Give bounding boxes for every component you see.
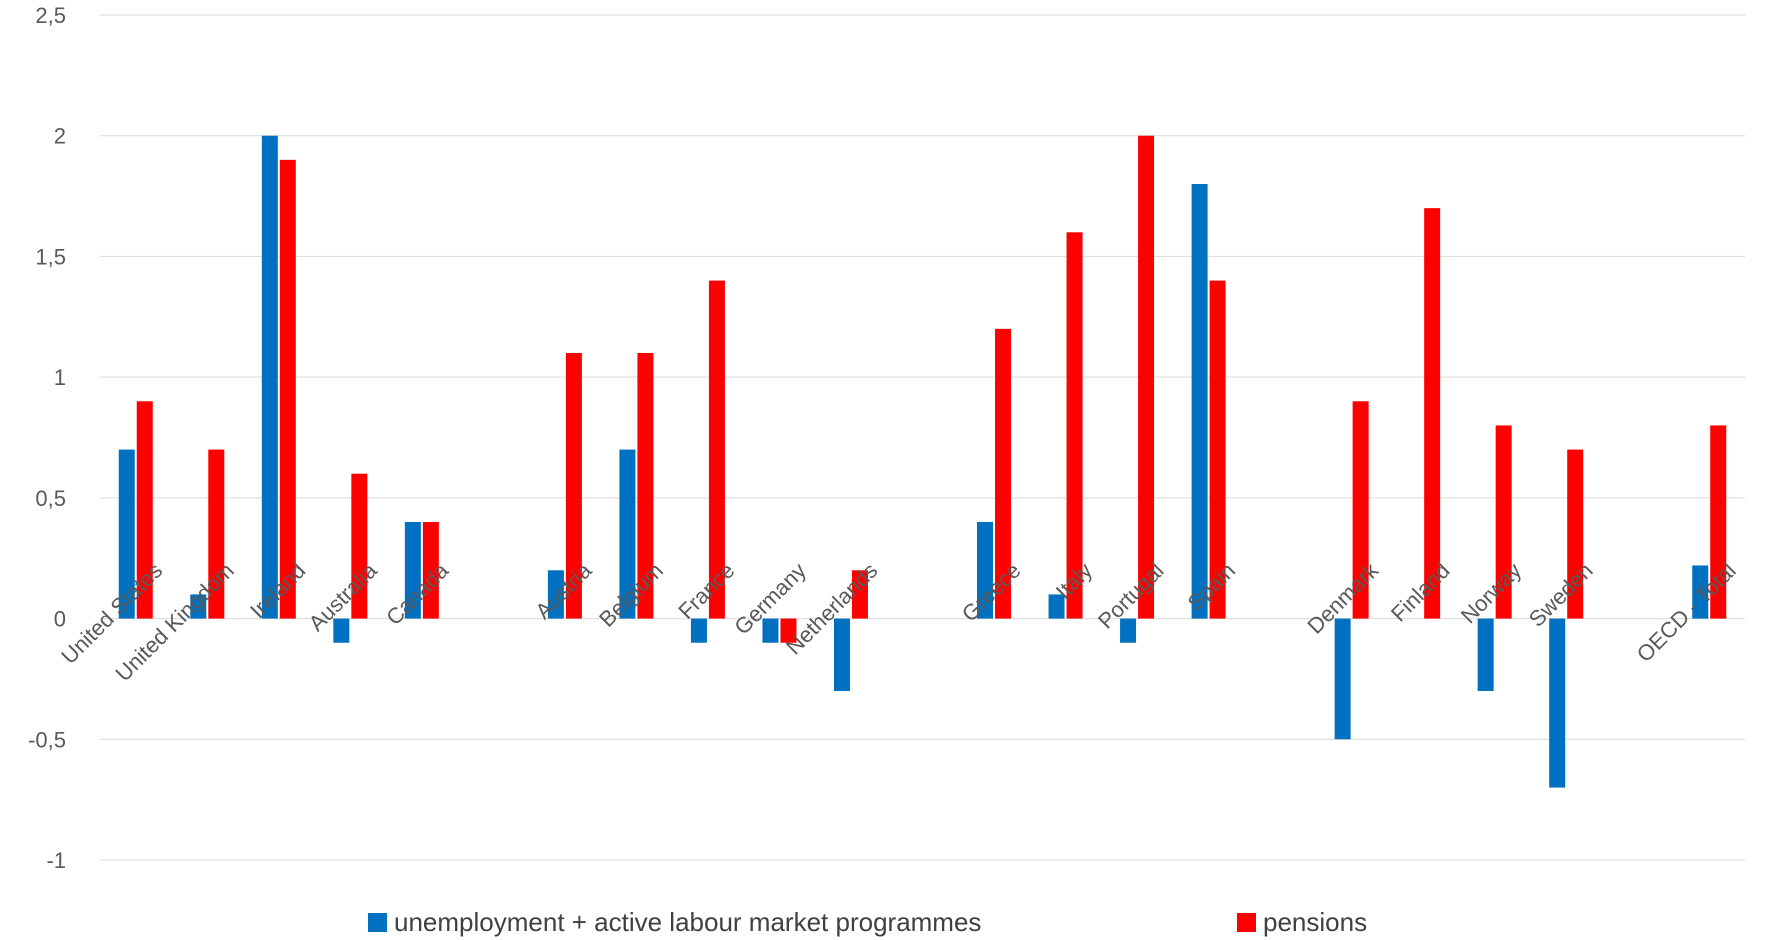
bars <box>118 135 1727 788</box>
bar-pensions <box>1209 280 1226 619</box>
bar-unemployment <box>1549 618 1566 788</box>
bar-pensions <box>1710 425 1727 619</box>
bar-pensions <box>422 522 439 619</box>
bar-pensions <box>995 328 1012 619</box>
bar-unemployment <box>833 618 850 691</box>
legend: unemployment + active labour market prog… <box>368 907 1367 937</box>
legend-swatch-pensions <box>1237 913 1256 932</box>
bar-unemployment <box>547 570 564 619</box>
bar-unemployment <box>190 594 207 619</box>
bar-unemployment <box>690 618 707 643</box>
y-axis-tick-labels: -1 -0,5 0 0,5 1 1,5 2 2,5 <box>28 3 66 873</box>
bar-pensions <box>1567 449 1584 619</box>
legend-label-unemployment: unemployment + active labour market prog… <box>394 907 981 937</box>
category-label: Norway <box>1456 558 1526 628</box>
bar-pensions <box>637 353 654 619</box>
y-tick-label: -0,5 <box>28 727 66 752</box>
bar-unemployment <box>333 618 350 643</box>
legend-label-pensions: pensions <box>1263 907 1367 937</box>
bar-pensions <box>1495 425 1512 619</box>
bar-pensions <box>1352 401 1369 619</box>
bar-unemployment <box>261 135 278 619</box>
y-tick-label: 2 <box>54 124 66 149</box>
y-tick-label: 0,5 <box>35 486 66 511</box>
bar-pensions <box>279 159 296 619</box>
bar-pensions <box>565 353 582 619</box>
bar-pensions <box>708 280 725 619</box>
bar-unemployment <box>1120 618 1137 643</box>
bar-pensions <box>1424 208 1441 619</box>
gridlines <box>100 14 1745 861</box>
bar-unemployment <box>619 449 636 619</box>
bar-pensions <box>208 449 225 619</box>
bar-pensions <box>136 401 153 619</box>
y-tick-label: 2,5 <box>35 3 66 28</box>
bar-unemployment <box>1048 594 1065 619</box>
y-tick-label: 1 <box>54 365 66 390</box>
bar-unemployment <box>1477 618 1494 691</box>
bar-unemployment <box>1191 184 1208 619</box>
bar-pensions <box>851 570 868 619</box>
bar-pensions <box>1138 135 1155 619</box>
bar-pensions <box>780 618 797 643</box>
y-tick-label: 0 <box>54 607 66 632</box>
bar-unemployment <box>404 522 421 619</box>
bar-unemployment <box>1334 618 1351 740</box>
bar-unemployment <box>1692 565 1709 619</box>
y-tick-label: -1 <box>46 848 66 873</box>
bar-unemployment <box>118 449 135 619</box>
y-tick-label: 1,5 <box>35 244 66 269</box>
bar-pensions <box>1066 232 1083 619</box>
bar-unemployment <box>762 618 779 643</box>
bar-unemployment <box>977 522 994 619</box>
bar-pensions <box>351 473 368 619</box>
legend-swatch-unemployment <box>368 913 387 932</box>
category-label: France <box>673 558 739 624</box>
category-label: Finland <box>1386 558 1455 627</box>
